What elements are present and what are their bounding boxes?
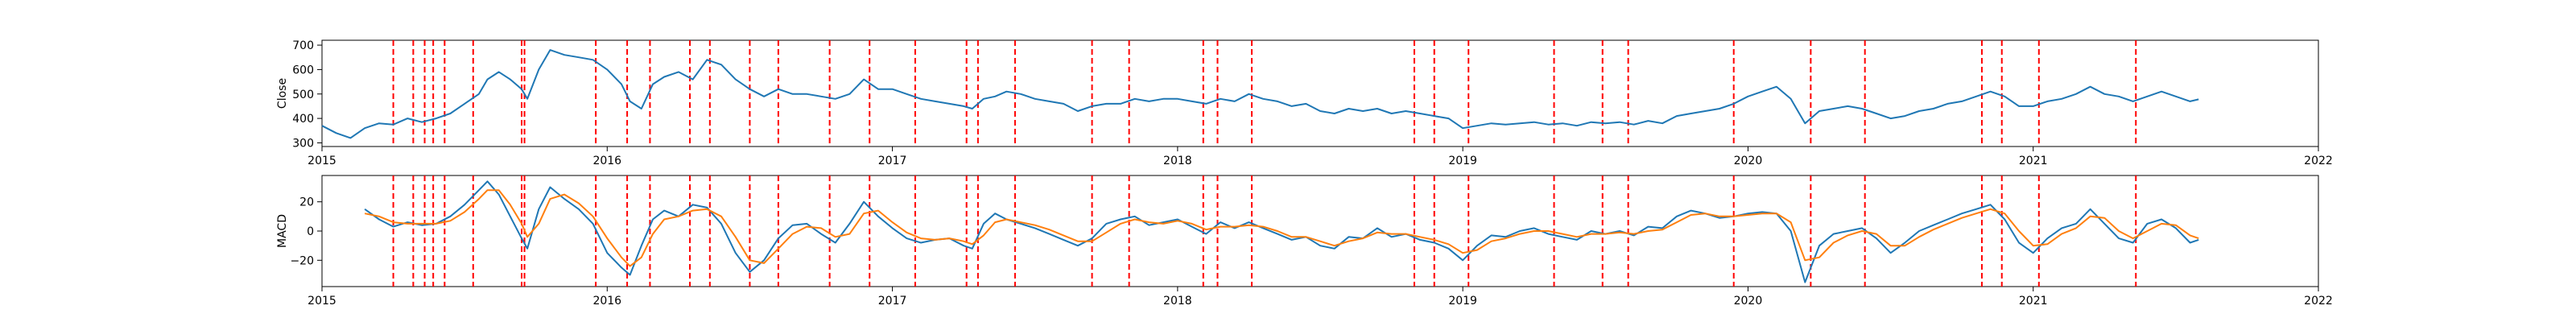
macd-y-tick-label: 20 (299, 196, 314, 209)
macd-y-axis: −20 0 20 (290, 196, 322, 267)
macd-y-tick-label: 0 (307, 225, 314, 238)
close-x-axis: 2015 2016 2017 2018 2019 2020 2021 2022 (308, 147, 2333, 167)
close-series-line-0 (321, 49, 2199, 139)
close-x-tick-label: 2015 (308, 155, 336, 167)
macd-x-tick-label: 2018 (1163, 295, 1192, 308)
close-series (321, 49, 2199, 139)
macd-x-tick-label: 2016 (592, 295, 621, 308)
macd-x-tick-label: 2015 (308, 295, 336, 308)
close-y-tick-label: 400 (292, 113, 314, 126)
macd-x-tick-label: 2019 (1448, 295, 1477, 308)
close-x-tick-label: 2020 (1734, 155, 1763, 167)
close-x-tick-label: 2018 (1163, 155, 1192, 167)
close-vlines (392, 40, 2137, 147)
close-y-axis-label: Close (276, 78, 289, 109)
macd-x-tick-label: 2022 (2304, 295, 2333, 308)
macd-series-line-1 (364, 189, 2199, 267)
close-y-tick-label: 300 (292, 137, 314, 150)
macd-y-tick-label: −20 (290, 254, 314, 267)
close-panel: 2015 2016 2017 2018 2019 2020 2021 2022 300 400 5… (276, 39, 2333, 167)
close-x-tick-label: 2016 (592, 155, 621, 167)
close-y-tick-label: 600 (292, 64, 314, 76)
macd-x-tick-label: 2020 (1734, 295, 1763, 308)
close-x-tick-label: 2022 (2304, 155, 2333, 167)
close-x-tick-label: 2021 (2019, 155, 2048, 167)
close-x-tick-label: 2017 (878, 155, 907, 167)
macd-panel: 2015 2016 2017 2018 2019 2020 2021 2022 −20020 … (276, 175, 2333, 308)
close-x-tick-label: 2019 (1448, 155, 1477, 167)
macd-x-tick-label: 2021 (2019, 295, 2048, 308)
close-y-tick-label: 500 (292, 89, 314, 101)
close-y-tick-label: 700 (292, 39, 314, 52)
close-y-axis: 300 400 500 600 700 (292, 39, 322, 150)
macd-y-axis-label: MACD (276, 214, 289, 248)
macd-x-axis: 2015 2016 2017 2018 2019 2020 2021 2022 (308, 287, 2333, 308)
macd-series (364, 180, 2199, 283)
close-plot-frame (321, 39, 2319, 147)
macd-x-tick-label: 2017 (878, 295, 907, 308)
